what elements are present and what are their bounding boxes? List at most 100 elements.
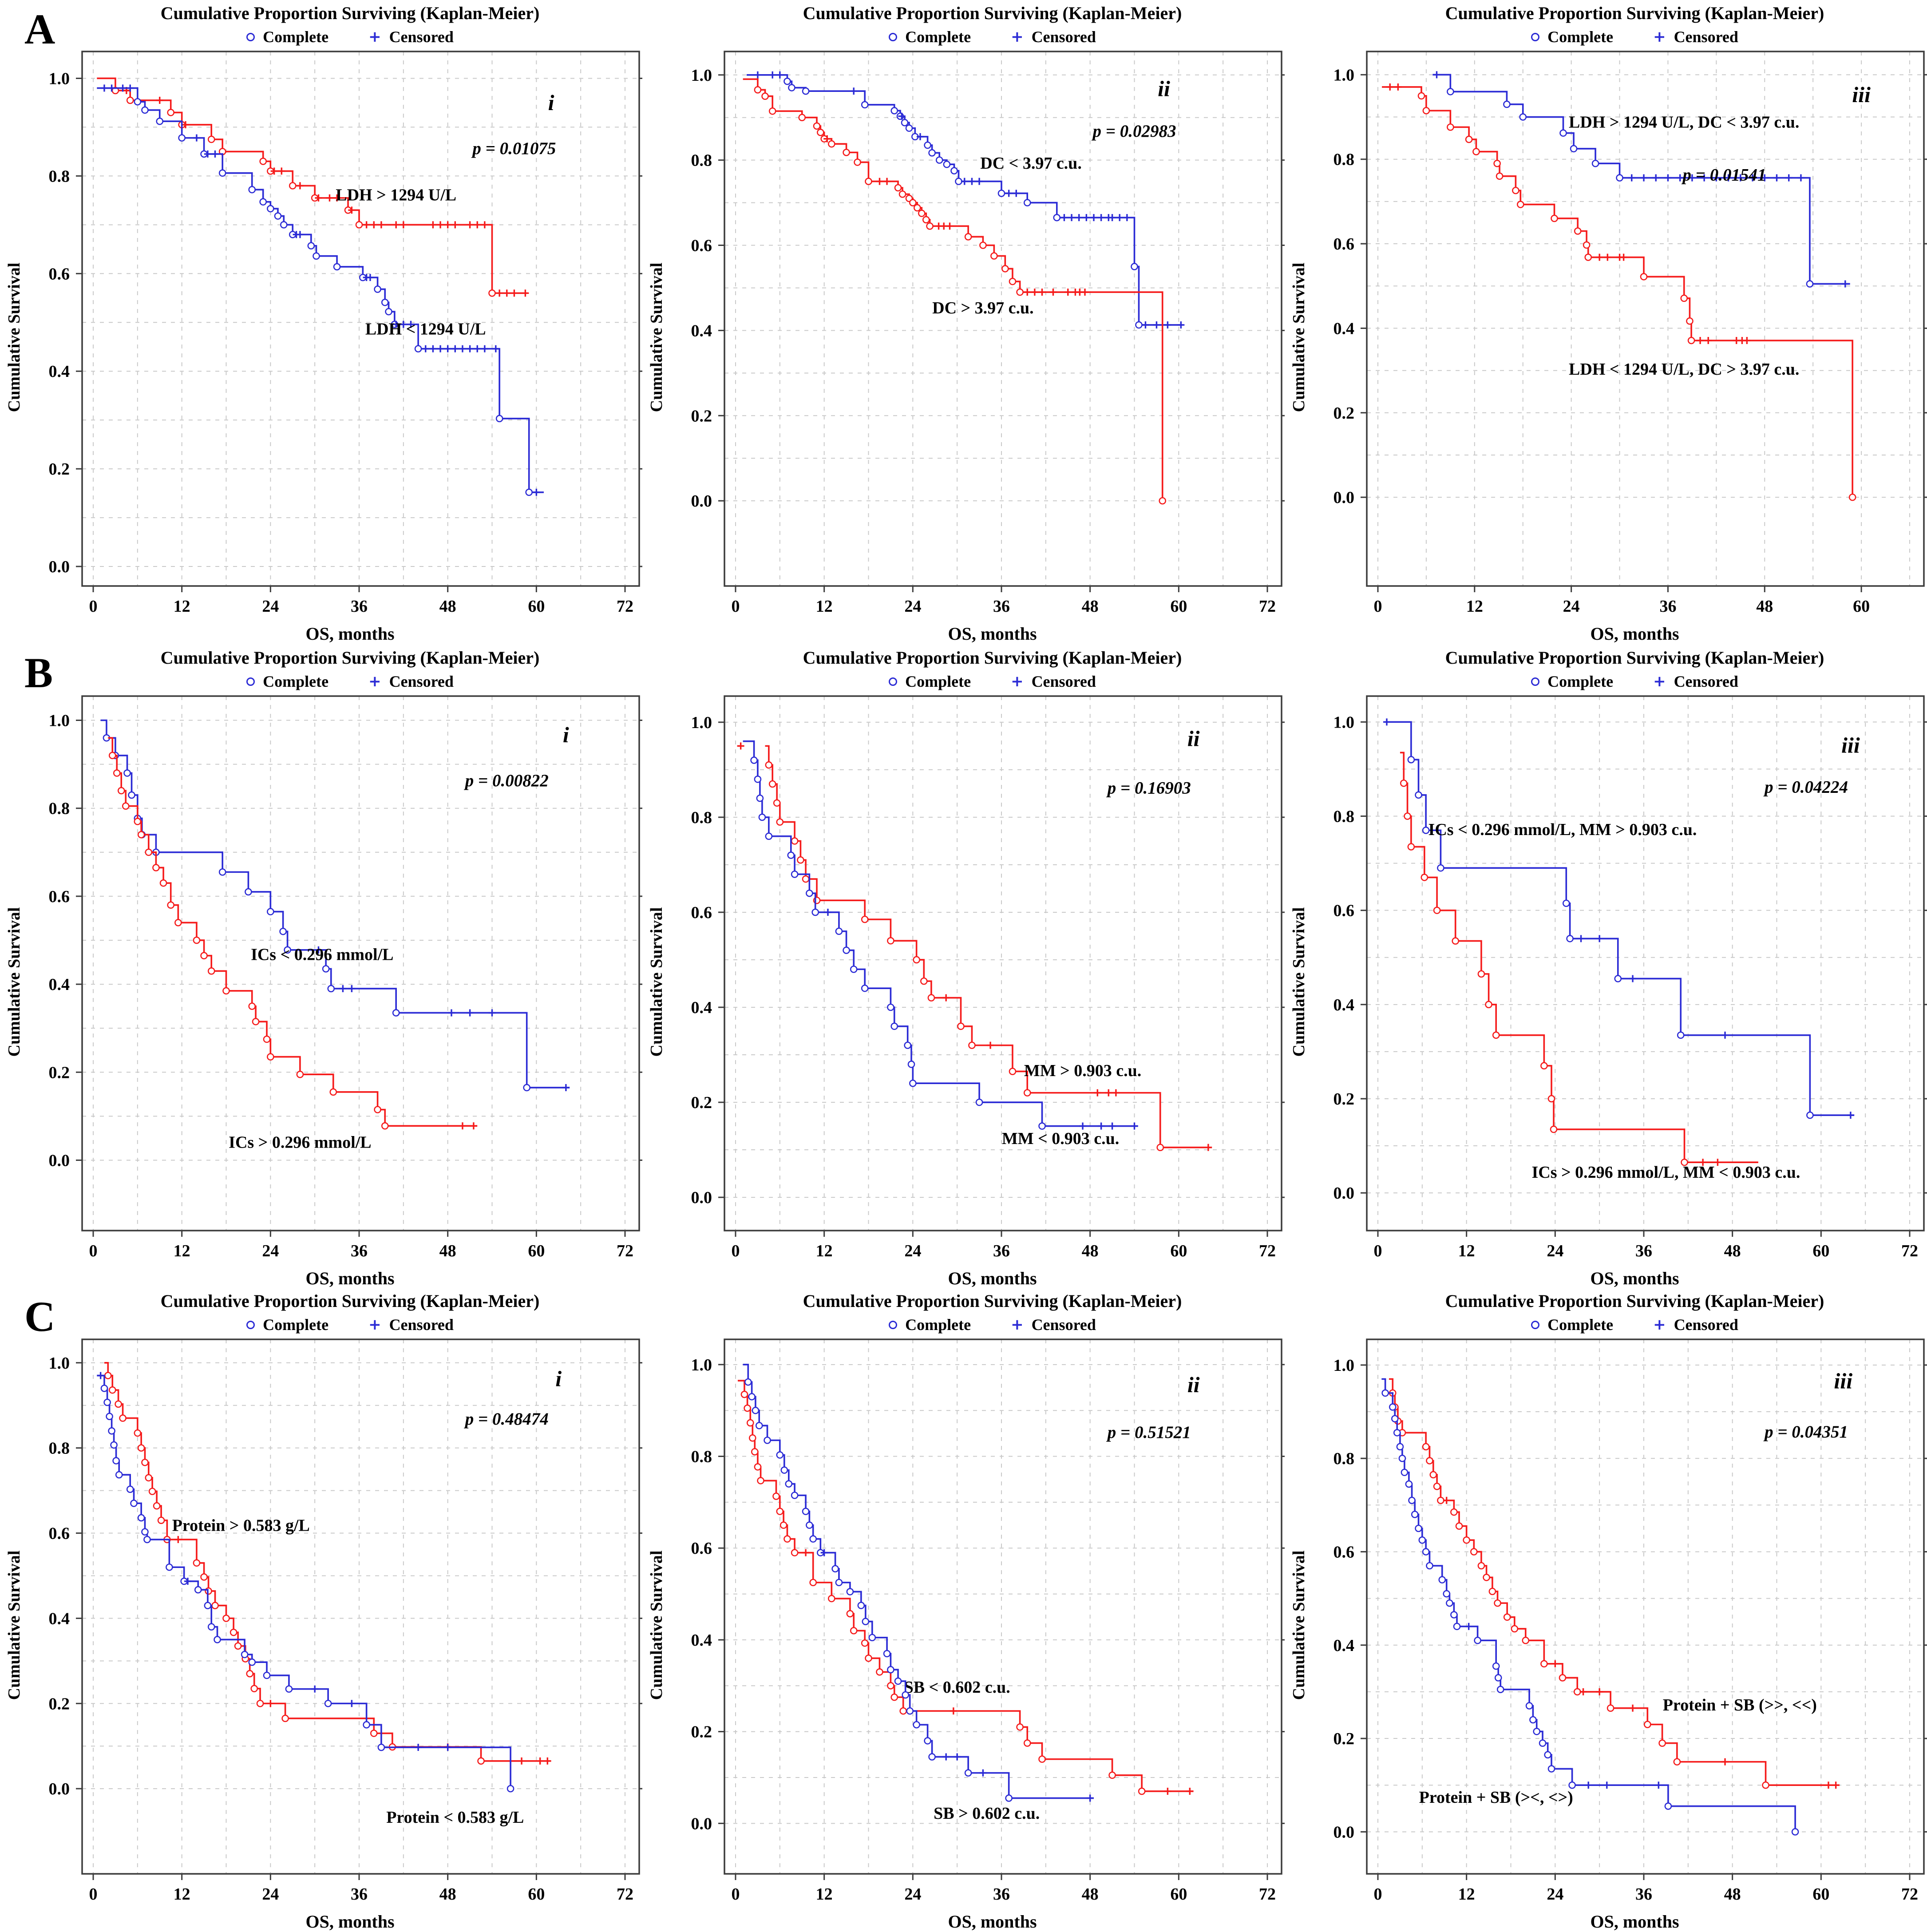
p-value: p = 0.48474 (464, 1409, 549, 1429)
km-plot-svg: 0 12 24 36 48 60 72 0.0 0.2 0.4 0.6 0.8 1.0 Protein +… (1333, 1338, 1927, 1904)
event-marker (1477, 970, 1485, 978)
x-tick-label: 60 (528, 1885, 545, 1904)
event-marker (280, 221, 288, 229)
event-marker (159, 879, 167, 887)
x-tick-label: 12 (174, 1242, 190, 1260)
y-tick-label: 0.0 (1333, 488, 1355, 507)
km-plot-svg: 0 12 24 36 48 60 72 0.0 0.2 0.4 0.6 0.8 1.0 SB < 0.60… (691, 1338, 1285, 1904)
event-marker (322, 965, 330, 973)
row-label-c: C (24, 1293, 55, 1340)
y-tick-label: 0.6 (49, 265, 70, 283)
panel-numeral: ii (1187, 1372, 1200, 1397)
event-marker (108, 1427, 115, 1435)
event-marker (828, 1595, 835, 1603)
event-marker (495, 415, 503, 423)
x-tick-label: 72 (1259, 1242, 1276, 1260)
legend-item-complete: Complete (1531, 28, 1613, 46)
event-marker (117, 787, 125, 795)
y-tick-label: 0.8 (691, 151, 712, 170)
legend-censored-label: Censored (1674, 1316, 1738, 1334)
event-marker (1791, 1828, 1799, 1836)
x-tick-label: 0 (89, 597, 98, 616)
event-marker (153, 1502, 161, 1510)
event-marker (126, 96, 134, 104)
x-tick-label: 36 (351, 1242, 368, 1260)
event-marker (887, 937, 894, 945)
event-marker (267, 1053, 274, 1061)
event-marker (1533, 1727, 1541, 1735)
event-marker (214, 1636, 221, 1643)
y-tick-label: 1.0 (691, 66, 712, 85)
complete-marker-icon (889, 1320, 898, 1329)
event-marker (765, 761, 773, 769)
x-tick-label: 48 (1756, 597, 1773, 616)
event-marker (134, 1429, 142, 1437)
km-curve-red (108, 737, 478, 1127)
event-marker (861, 984, 869, 992)
event-marker (506, 1785, 514, 1793)
event-marker (1447, 123, 1454, 131)
complete-marker-icon (1531, 1320, 1540, 1329)
event-marker (843, 149, 850, 156)
event-marker (193, 936, 201, 944)
event-marker (488, 289, 496, 297)
x-tick-label: 0 (1374, 597, 1382, 616)
event-marker (248, 1002, 256, 1010)
plot-box (724, 695, 1282, 1231)
complete-marker-icon (246, 32, 255, 41)
p-value: p = 0.04224 (1763, 777, 1848, 796)
event-marker (1463, 1536, 1470, 1544)
event-marker (1405, 1480, 1413, 1488)
x-tick-label: 0 (89, 1885, 98, 1904)
event-marker (1583, 241, 1591, 249)
x-tick-label: 60 (1170, 597, 1187, 616)
event-marker (1408, 1497, 1416, 1504)
plot-area: Cumulative Survival 0 12 24 36 48 60 72 0.0 0.2 0… (1285, 1337, 1927, 1914)
event-marker (1415, 791, 1422, 799)
plot-legend: Complete + Censored (700, 25, 1285, 49)
km-curve-blue (97, 1374, 511, 1789)
complete-marker-icon (889, 32, 898, 41)
x-tick-label: 36 (1659, 597, 1676, 616)
x-tick-label: 24 (262, 1885, 279, 1904)
km-curve-blue (743, 1364, 1094, 1799)
panel-numeral: ii (1158, 76, 1170, 101)
event-marker (843, 946, 850, 954)
x-tick-label: 24 (904, 1242, 921, 1260)
event-marker (997, 190, 1005, 197)
y-tick-label: 0.6 (1333, 902, 1355, 920)
row-label-b: B (24, 649, 53, 697)
event-marker (785, 1480, 793, 1488)
event-marker (115, 1471, 123, 1479)
event-marker (103, 1398, 111, 1406)
x-tick-label: 36 (1635, 1242, 1652, 1260)
event-marker (234, 1642, 242, 1650)
censored-marker-icon: + (1011, 673, 1024, 690)
y-tick-label: 0.6 (1333, 235, 1355, 253)
event-marker (1529, 1716, 1537, 1724)
event-marker (259, 158, 267, 165)
km-panel-b-ii: Cumulative Proportion Surviving (Kaplan-… (642, 645, 1285, 1288)
event-marker (754, 1463, 762, 1471)
event-marker (1762, 1781, 1769, 1789)
event-marker (964, 233, 972, 241)
series-label: Protein + SB (>>, <<) (1663, 1696, 1817, 1714)
y-tick-label: 0.2 (1333, 404, 1355, 423)
y-tick-label: 0.6 (691, 1539, 712, 1558)
event-marker (905, 124, 913, 132)
event-marker (861, 915, 869, 923)
plot-legend: Complete + Censored (700, 669, 1285, 693)
event-marker (1614, 975, 1622, 982)
event-marker (1519, 113, 1527, 121)
event-marker (414, 345, 422, 352)
plot-box (81, 695, 640, 1231)
event-marker (1640, 273, 1648, 281)
event-marker (333, 263, 341, 271)
event-marker (1525, 1702, 1533, 1710)
event-marker (802, 875, 810, 883)
complete-marker-icon (246, 677, 255, 686)
event-marker (854, 158, 861, 166)
event-marker (1559, 1674, 1567, 1682)
event-marker (1038, 1122, 1046, 1130)
event-marker (876, 1668, 883, 1676)
